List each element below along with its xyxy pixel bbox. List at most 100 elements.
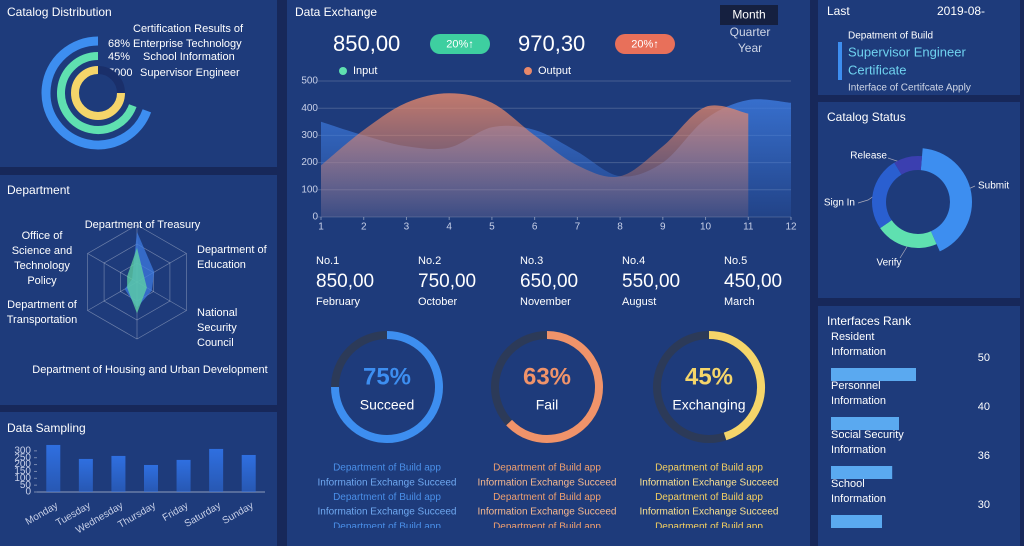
y-tick-label: 500 <box>301 76 318 87</box>
legend-label: Output <box>538 65 571 77</box>
ring <box>71 66 125 120</box>
period-tab[interactable]: Quarter <box>730 25 771 39</box>
gauge-value: 75% <box>363 363 411 390</box>
list-item: Department of Build app <box>333 463 441 474</box>
badge <box>430 34 490 54</box>
radar-label-box: Department of Transportation <box>7 299 78 326</box>
bar <box>831 417 899 430</box>
radar-label: National Security Council <box>197 307 238 349</box>
donut-label: Sign In <box>824 198 855 209</box>
y-tick-label: 200 <box>14 459 31 470</box>
legend-dot <box>524 67 532 75</box>
rank-month: October <box>418 296 457 308</box>
info-label: Last <box>827 4 850 18</box>
info-text: Depatment of Build <box>848 31 933 42</box>
rank-value: 650,00 <box>520 271 578 292</box>
list-item: Information Exchange Succeed <box>640 507 779 518</box>
y-tick-label: 150 <box>14 466 31 477</box>
radar-label: Department of Treasury <box>84 219 201 231</box>
ring <box>57 52 137 134</box>
bar <box>111 455 126 492</box>
bar <box>46 444 61 492</box>
y-tick-label: 200 <box>301 157 318 168</box>
accent-bar <box>838 42 842 80</box>
list-item: Department of Build app <box>333 521 441 532</box>
legend-label-box: Certification Results of Enterprise Tech… <box>133 23 243 50</box>
rank-label: No.2 <box>418 255 441 267</box>
donut-label: Verify <box>876 258 901 269</box>
rank-label: No.1 <box>316 255 339 267</box>
area <box>321 93 749 217</box>
bar <box>209 448 224 492</box>
x-tick-label: 8 <box>617 222 623 233</box>
rank-label: No.4 <box>622 255 645 267</box>
donut-segment <box>880 220 937 248</box>
bar <box>831 466 893 479</box>
rank-month: March <box>724 296 755 308</box>
info-date: 2019-08- <box>937 4 985 18</box>
rank-value: 30 <box>978 499 990 511</box>
gauge-arc <box>708 331 765 441</box>
legend-label: Input <box>353 65 377 77</box>
period-tab[interactable]: Month <box>732 8 765 22</box>
y-tick-label: 300 <box>301 130 318 141</box>
bar <box>144 464 158 492</box>
bar <box>176 459 191 492</box>
x-tick-label: 5 <box>489 222 495 233</box>
period-tab[interactable]: Year <box>738 41 762 55</box>
y-tick-label: 0 <box>25 487 31 498</box>
rank-label: Personnel Information <box>831 380 887 407</box>
rank-label: No.3 <box>520 255 543 267</box>
legend-value: 45% <box>108 51 130 63</box>
bar <box>831 368 916 381</box>
gauge-label: Succeed <box>360 397 414 413</box>
rank-value: 750,00 <box>418 271 476 292</box>
radar-label-box: Department of Education <box>197 244 267 271</box>
bar <box>78 458 93 492</box>
rank-value: 40 <box>978 401 990 413</box>
list-item: Information Exchange Succeed <box>478 507 617 518</box>
gauge-value: 45% <box>685 363 733 390</box>
rank-value: 850,00 <box>316 271 374 292</box>
x-tick-label: 7 <box>575 222 581 233</box>
x-tick-label: 6 <box>532 222 538 233</box>
gauge-label: Exchanging <box>672 397 745 413</box>
y-tick-label: 100 <box>14 473 31 484</box>
ring-track <box>97 66 125 94</box>
gauge-arc <box>331 331 443 443</box>
bar <box>831 515 882 528</box>
panel-title: Data Exchange <box>295 5 377 19</box>
panel-title: Catalog Status <box>827 110 906 124</box>
radar-label-box: Department of Housing and Urban Developm… <box>32 364 268 376</box>
badge-text: 20%↑ <box>631 38 659 50</box>
radar-area <box>127 247 147 314</box>
panel <box>287 0 810 546</box>
list-item: Information Exchange Succeed <box>478 477 617 488</box>
panel <box>818 0 1020 95</box>
list-item: Department of Build app <box>655 521 763 532</box>
y-tick-label: 0 <box>312 212 318 223</box>
radar-grid <box>87 224 187 340</box>
info-text: Supervisor Engineer <box>848 44 966 59</box>
donut-label: Submit <box>978 181 1009 192</box>
list-item: Information Exchange Succeed <box>318 477 457 488</box>
donut-label: Release <box>850 151 887 162</box>
leader-line <box>857 195 875 204</box>
rank-label: School Information <box>831 478 887 505</box>
radar-label: Department of Housing and Urban Developm… <box>32 364 268 376</box>
info-text: Interface of Certifcate Apply <box>848 83 971 94</box>
list-item: Department of Build app <box>493 521 601 532</box>
summary-value: 850,00 <box>333 31 400 56</box>
x-tick-label: 11 <box>743 222 754 233</box>
period-tab-active[interactable] <box>720 5 778 25</box>
panel <box>818 102 1020 298</box>
legend-value: 68% <box>108 38 130 50</box>
ring <box>41 36 152 150</box>
list-item: Department of Build app <box>493 492 601 503</box>
list-item: Department of Build app <box>493 463 601 474</box>
info-text: Certificate <box>848 62 907 77</box>
y-tick-label: 300 <box>14 445 31 456</box>
legend-dot <box>339 67 347 75</box>
rank-label-box: Social Security Information <box>831 429 904 456</box>
donut-segment <box>894 156 923 175</box>
